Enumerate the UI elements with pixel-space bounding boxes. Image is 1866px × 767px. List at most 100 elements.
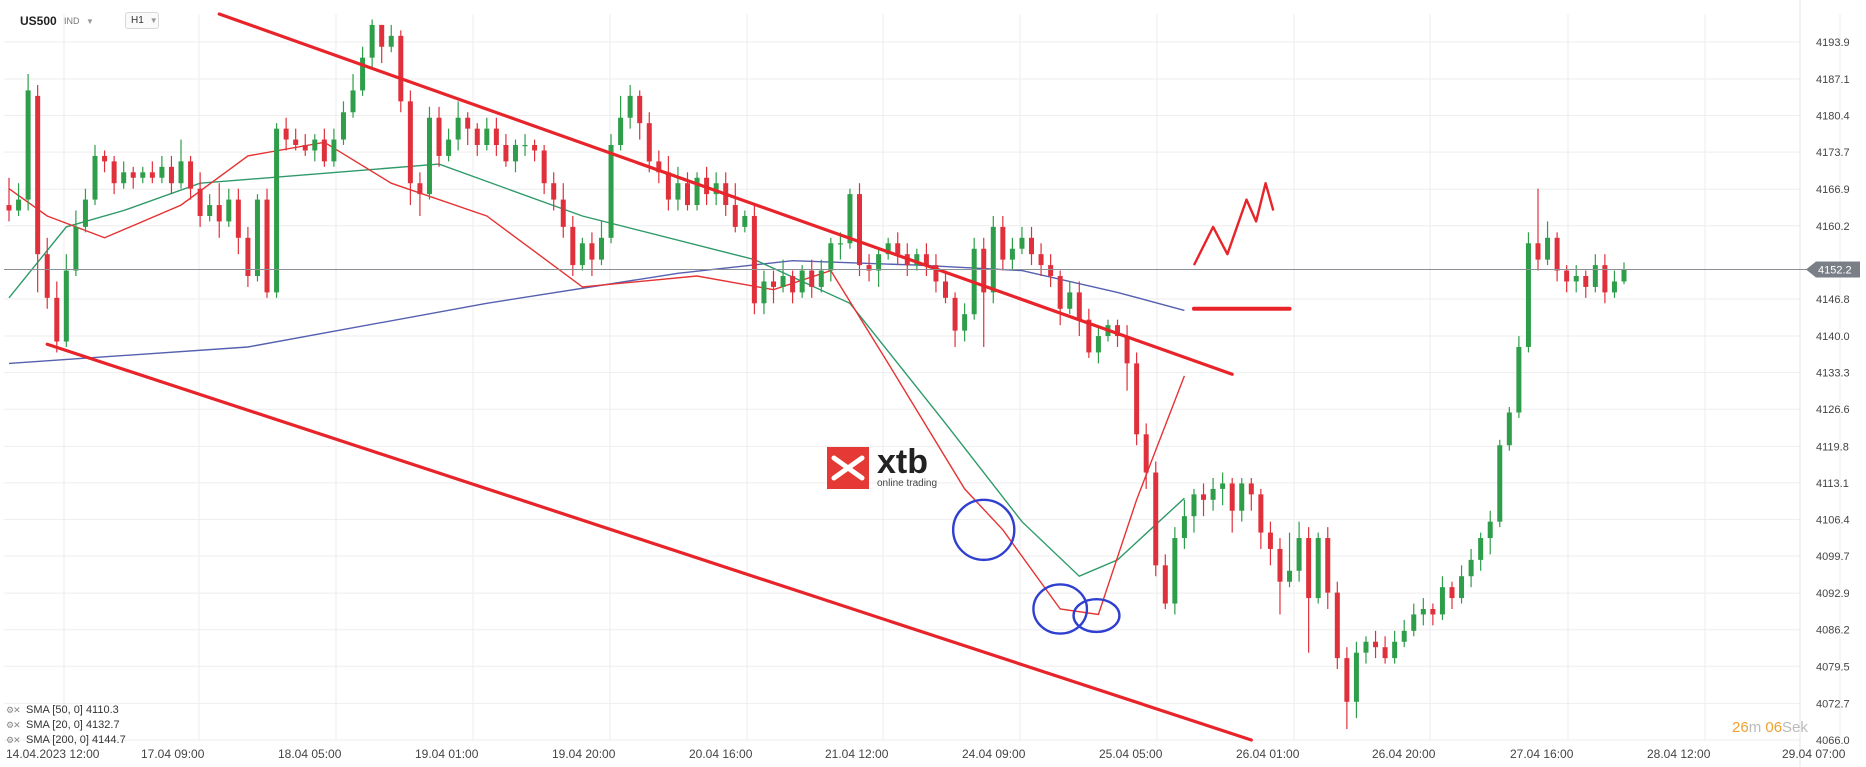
y-tick-label: 4160.2 xyxy=(1816,221,1850,233)
candle-body xyxy=(159,166,165,178)
sma-lines xyxy=(8,141,1186,616)
candle-body xyxy=(1239,483,1245,511)
x-tick-label: 14.04.2023 12:00 xyxy=(6,747,100,761)
y-tick-label: 4106.4 xyxy=(1816,514,1850,526)
candle xyxy=(312,134,318,162)
candle xyxy=(455,101,461,151)
candle-body xyxy=(1229,483,1235,511)
candle-body xyxy=(474,128,480,146)
candle xyxy=(1325,527,1331,609)
candle-body xyxy=(1621,269,1627,282)
y-tick-label: 4079.5 xyxy=(1816,661,1850,673)
candle xyxy=(168,155,174,195)
candle xyxy=(25,74,31,211)
candle xyxy=(1181,499,1187,549)
y-tick-label: 4140.0 xyxy=(1816,331,1850,343)
candle xyxy=(1095,325,1101,364)
candle xyxy=(426,106,432,200)
candle-body xyxy=(732,205,738,227)
candle-body xyxy=(713,183,719,195)
candle xyxy=(675,166,681,211)
candle xyxy=(818,259,824,293)
candle xyxy=(933,254,939,293)
candle-body xyxy=(560,199,566,227)
timer-sec-unit: Sek xyxy=(1782,719,1808,736)
candle xyxy=(54,281,60,353)
candle xyxy=(923,243,929,277)
candle-body xyxy=(952,297,958,331)
settings-close-icon[interactable]: ⚙✕ xyxy=(6,734,21,745)
x-axis[interactable]: 14.04.2023 12:00 17.04 09:00 18.04 05:00 19… xyxy=(6,747,1846,761)
candle-body xyxy=(809,270,815,287)
candle-body xyxy=(1583,276,1589,287)
candle-body xyxy=(312,139,318,151)
candle xyxy=(1306,527,1312,653)
candle xyxy=(790,270,796,304)
candle xyxy=(417,172,423,216)
candle-body xyxy=(1009,248,1015,260)
candle xyxy=(465,112,471,146)
x-tick-label: 19.04 01:00 xyxy=(415,747,479,761)
candle xyxy=(503,134,509,167)
candle-body xyxy=(130,172,136,178)
settings-close-icon[interactable]: ⚙✕ xyxy=(6,719,21,730)
candle xyxy=(149,161,155,184)
timeframe-select[interactable]: H1 ▼ xyxy=(125,12,159,29)
candle-body xyxy=(637,95,643,124)
candle-body xyxy=(1516,346,1522,413)
candle xyxy=(1315,532,1321,604)
y-tick-label: 4146.8 xyxy=(1816,294,1850,306)
candle-body xyxy=(1267,532,1273,549)
candle xyxy=(398,30,404,113)
xtb-x-icon xyxy=(827,447,869,489)
candle xyxy=(1229,477,1235,533)
candle xyxy=(579,237,585,271)
candle xyxy=(1201,483,1207,517)
candle-countdown: 26m 06Sek xyxy=(1732,719,1808,736)
y-tick-label: 4072.7 xyxy=(1816,698,1850,710)
candle xyxy=(6,177,12,222)
symbol-name[interactable]: US500 xyxy=(20,14,57,28)
legend-sma50[interactable]: ⚙✕ SMA [50, 0] 4110.3 xyxy=(6,704,119,716)
x-tick-label: 28.04 12:00 xyxy=(1647,747,1711,761)
settings-close-icon[interactable]: ⚙✕ xyxy=(6,704,21,715)
candle-body xyxy=(1478,538,1484,560)
candle xyxy=(1344,647,1350,730)
candle xyxy=(493,117,499,156)
candle-body xyxy=(1545,237,1551,260)
x-tick-label: 26.04 01:00 xyxy=(1236,747,1300,761)
sma20-line xyxy=(8,141,1186,616)
candle-body xyxy=(923,254,929,266)
candle-body xyxy=(885,243,891,255)
candle xyxy=(1210,477,1216,511)
y-tick-label: 4133.3 xyxy=(1816,368,1850,380)
candle xyxy=(665,155,671,211)
candle xyxy=(254,194,260,282)
candle-body xyxy=(694,177,700,206)
candle xyxy=(1459,565,1465,604)
candle xyxy=(541,145,547,195)
candle xyxy=(532,139,538,162)
candle-body xyxy=(512,145,518,162)
candle xyxy=(1258,488,1264,549)
candle xyxy=(274,123,280,298)
candle xyxy=(742,210,748,233)
chevron-down-icon[interactable]: ▼ xyxy=(86,16,94,26)
candle-body xyxy=(1296,538,1302,571)
candle xyxy=(484,117,490,151)
candle xyxy=(971,237,977,320)
candle-body xyxy=(914,254,920,266)
candle-body xyxy=(1181,516,1187,539)
candle-body xyxy=(35,95,41,255)
candle-body xyxy=(1334,592,1340,659)
y-axis[interactable]: 4193.9 4187.1 4180.4 4173.7 4166.9 4160.2 4146… xyxy=(1816,37,1850,747)
candle xyxy=(522,134,528,156)
candle-body xyxy=(675,183,681,200)
legend-sma200[interactable]: ⚙✕ SMA [200, 0] 4144.7 xyxy=(6,734,126,746)
legend-sma20[interactable]: ⚙✕ SMA [20, 0] 4132.7 xyxy=(6,719,120,731)
candle-body xyxy=(1592,265,1598,287)
candle-body xyxy=(73,226,79,271)
candle xyxy=(16,183,22,216)
candle xyxy=(1592,254,1598,293)
